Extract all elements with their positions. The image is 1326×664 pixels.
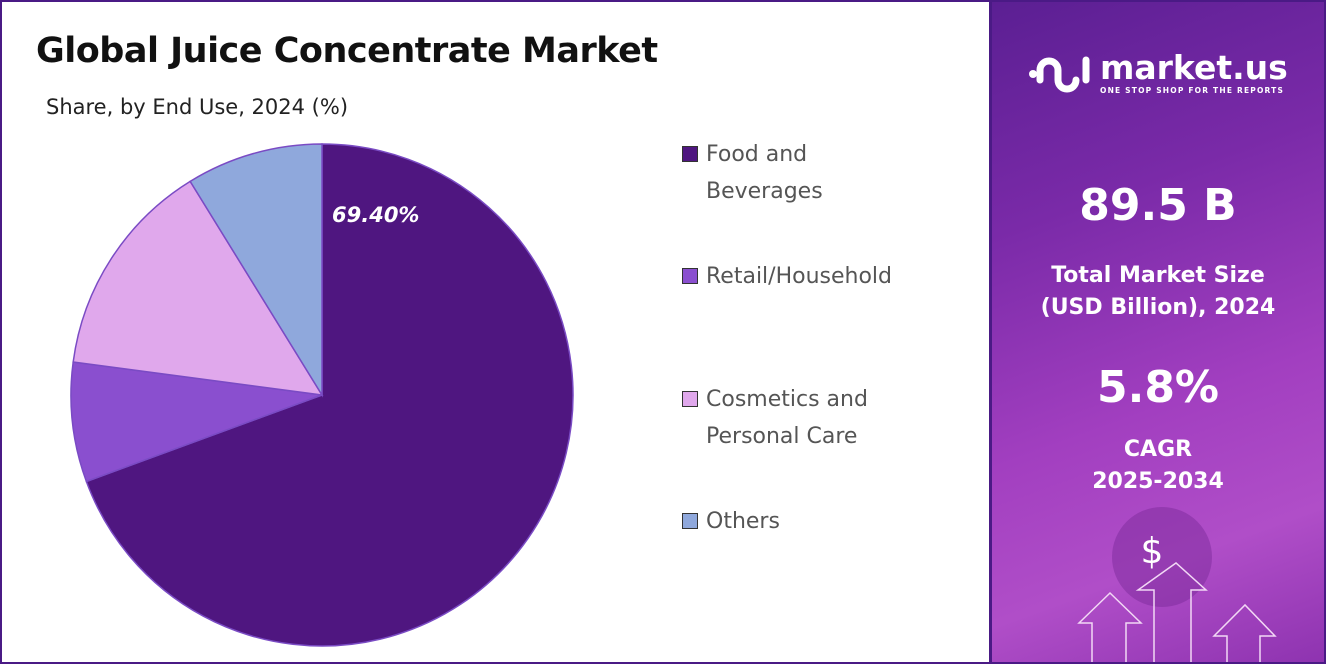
market-us-logo: market.us ONE STOP SHOP FOR THE REPORTS [1028, 50, 1288, 96]
slice-retail-household [70, 361, 323, 483]
slice-food-and-beverages [85, 143, 574, 647]
legend-item: Cosmetics and Personal Care [682, 381, 982, 455]
logo-icon [1029, 56, 1090, 93]
chart-panel: Global Juice Concentrate Market Share, b… [2, 2, 989, 662]
dollar-icon: $ [1140, 531, 1164, 572]
legend-label: Others [706, 509, 780, 534]
legend-label: Cosmetics and [706, 387, 868, 412]
legend-swatch [682, 513, 698, 529]
divider [989, 0, 992, 664]
market-size-value: 89.5 B [1079, 180, 1237, 231]
market-size-label-1: Total Market Size [1051, 263, 1265, 288]
legend-label: Personal Care [706, 424, 858, 449]
cagr-label-2: 2025-2034 [1092, 469, 1224, 494]
brand-name: market.us [1100, 48, 1288, 87]
legend-item: Retail/Household [682, 258, 982, 295]
slice-cosmetics-personal-care [72, 180, 324, 396]
chart-title: Global Juice Concentrate Market [36, 31, 658, 71]
market-size-label-2: (USD Billion), 2024 [1040, 295, 1276, 320]
stats-panel: market.us ONE STOP SHOP FOR THE REPORTS … [992, 2, 1324, 662]
brand-tagline: ONE STOP SHOP FOR THE REPORTS [1100, 86, 1285, 95]
legend-item: Others [682, 503, 982, 540]
legend-swatch [682, 268, 698, 284]
legend-label: Beverages [706, 179, 823, 204]
cagr-label-1: CAGR [1123, 437, 1193, 462]
pie-chart: 69.40% [70, 143, 574, 647]
data-label-food: 69.40% [332, 203, 419, 227]
legend-swatch [682, 146, 698, 162]
legend-item: Food and Beverages [682, 136, 982, 210]
legend-swatch [682, 391, 698, 407]
cagr-value: 5.8% [1096, 362, 1220, 413]
chart-subtitle: Share, by End Use, 2024 (%) [46, 95, 349, 119]
legend: Food and Beverages Retail/Household Cosmeti… [682, 136, 982, 556]
legend-label: Food and [706, 142, 808, 167]
slice-others [189, 143, 323, 398]
legend-label: Retail/Household [706, 264, 893, 289]
growth-arrows-icon [1077, 562, 1277, 662]
